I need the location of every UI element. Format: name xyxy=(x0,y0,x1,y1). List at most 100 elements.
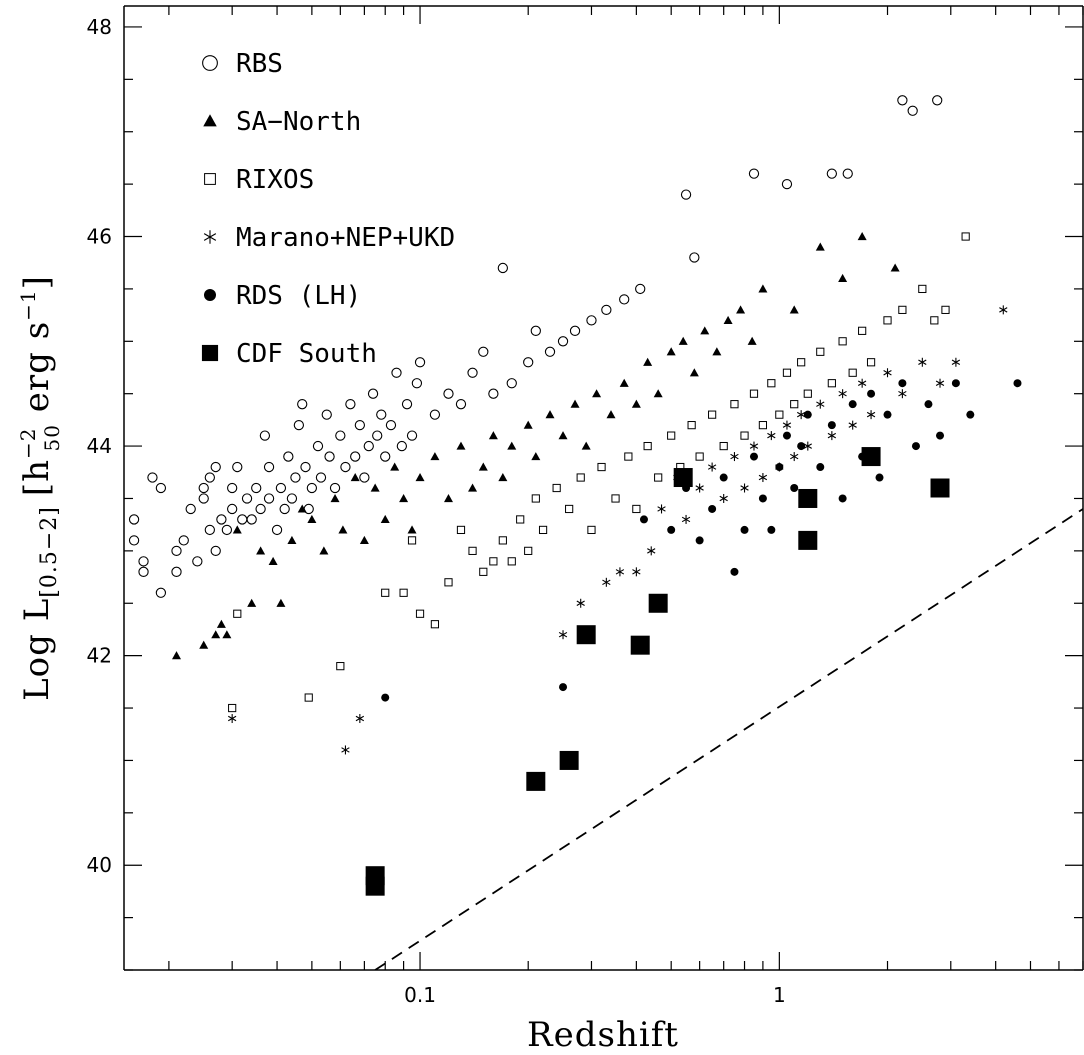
data-point xyxy=(611,494,620,503)
series-rds-lh- xyxy=(381,379,1022,702)
data-point xyxy=(570,399,580,408)
data-point xyxy=(380,451,391,462)
data-points xyxy=(128,95,1022,896)
data-point xyxy=(192,556,203,567)
legend-item: SA−North xyxy=(203,107,361,137)
x-tick-label: 0.1 xyxy=(404,983,436,1007)
data-point xyxy=(232,525,242,534)
data-point xyxy=(838,389,847,399)
data-point xyxy=(848,368,857,377)
data-point xyxy=(552,483,561,493)
data-point xyxy=(883,368,892,378)
data-point xyxy=(758,473,768,483)
data-point xyxy=(803,441,812,451)
data-point xyxy=(586,315,597,326)
data-point xyxy=(443,493,453,503)
data-point xyxy=(827,421,836,430)
data-point xyxy=(350,473,360,482)
legend-item: RBS xyxy=(202,49,283,79)
data-point xyxy=(730,452,739,462)
data-point xyxy=(723,315,733,324)
data-point xyxy=(782,420,792,430)
data-point xyxy=(687,421,696,430)
data-point xyxy=(370,483,380,492)
data-point xyxy=(815,242,825,251)
data-point xyxy=(171,566,182,577)
data-point xyxy=(712,347,722,356)
data-point xyxy=(890,263,900,272)
data-point xyxy=(306,482,318,494)
legend-label: CDF South xyxy=(236,339,377,369)
data-point xyxy=(951,379,960,388)
data-point xyxy=(748,168,760,179)
data-point xyxy=(497,262,508,274)
data-point xyxy=(576,473,585,482)
legend-label: SA−North xyxy=(236,107,361,137)
data-point xyxy=(430,620,440,629)
data-point xyxy=(648,593,668,613)
data-point xyxy=(930,478,950,498)
data-point xyxy=(290,472,301,483)
data-point xyxy=(455,399,467,410)
data-point xyxy=(966,410,975,419)
data-point xyxy=(695,483,704,493)
data-point xyxy=(524,546,533,555)
data-point xyxy=(391,367,402,378)
legend-label: RBS xyxy=(236,49,283,79)
data-point xyxy=(749,452,758,461)
data-point xyxy=(559,750,579,770)
x-axis-label: Redshift xyxy=(527,1015,679,1055)
data-point xyxy=(918,357,927,367)
data-point xyxy=(523,357,534,368)
data-point xyxy=(227,714,237,724)
data-point xyxy=(767,379,776,388)
data-point xyxy=(138,566,149,577)
data-point xyxy=(414,357,426,368)
data-point xyxy=(468,546,477,555)
data-point xyxy=(138,556,149,567)
data-point xyxy=(624,452,633,461)
data-point xyxy=(935,378,945,388)
data-point xyxy=(286,493,298,504)
data-point xyxy=(321,409,332,420)
data-point xyxy=(775,410,784,419)
data-point xyxy=(390,462,400,471)
series-cdf-south xyxy=(365,447,950,896)
data-point xyxy=(526,771,546,791)
data-point xyxy=(210,461,221,473)
data-point xyxy=(667,525,676,534)
data-point xyxy=(198,493,209,504)
data-point xyxy=(304,693,313,702)
series-rixos xyxy=(228,232,970,713)
data-point xyxy=(237,514,248,525)
data-point xyxy=(538,525,548,535)
data-point xyxy=(689,252,700,263)
data-point xyxy=(443,388,454,399)
data-point xyxy=(907,105,918,116)
data-point xyxy=(707,462,717,472)
data-point xyxy=(251,482,262,494)
data-point xyxy=(782,368,792,377)
y-label-subscript: [0.5−2] xyxy=(37,506,62,598)
data-point xyxy=(911,442,920,451)
data-point xyxy=(557,336,569,347)
data-point xyxy=(259,430,271,441)
legend-label: RIXOS xyxy=(236,165,314,195)
data-point xyxy=(924,400,933,409)
data-point xyxy=(999,305,1008,315)
data-point xyxy=(842,168,853,179)
data-point xyxy=(932,95,943,106)
data-point xyxy=(790,452,799,462)
data-point xyxy=(507,441,517,450)
legend-label: Marano+NEP+UKD xyxy=(236,223,455,253)
data-point xyxy=(719,493,728,503)
data-point xyxy=(350,451,361,462)
data-point xyxy=(255,503,266,515)
data-point xyxy=(341,745,350,755)
data-point xyxy=(758,494,767,503)
data-point xyxy=(838,273,848,283)
data-point xyxy=(415,609,425,618)
data-point xyxy=(297,504,307,513)
data-point xyxy=(558,431,568,440)
data-point xyxy=(826,168,838,179)
